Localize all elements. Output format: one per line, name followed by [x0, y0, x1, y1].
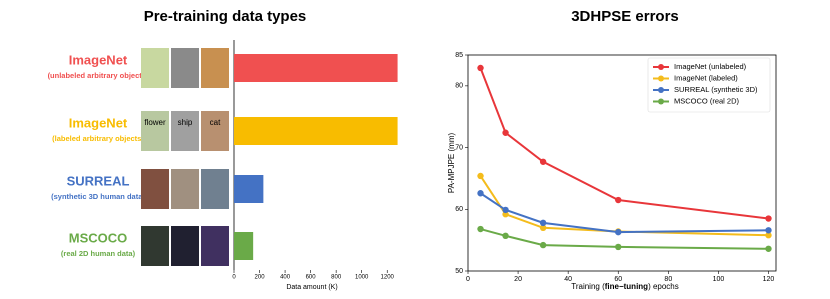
x-tick-label: 1200: [381, 275, 395, 281]
data-point: [765, 227, 772, 234]
y-tick-label: 60: [455, 206, 463, 213]
data-point: [539, 219, 547, 227]
thumbnail: [141, 48, 169, 88]
legend-box: [647, 57, 771, 113]
chart-title: Pre-training data types: [144, 8, 307, 25]
legend-label: SURREAL (synthetic 3D): [674, 85, 758, 94]
x-tick-label: 120: [763, 276, 775, 283]
data-point: [615, 196, 622, 204]
x-axis-label: Data amount (K): [286, 284, 337, 291]
x-tick-label: 60: [614, 276, 622, 283]
bar: [234, 175, 264, 203]
legend-label: ImageNet (labeled): [674, 73, 738, 82]
legend-marker: [658, 87, 664, 93]
legend-marker: [658, 75, 664, 82]
legend-label: MSCOCO (real 2D): [674, 96, 740, 105]
data-point: [477, 172, 484, 180]
y-tick-label: 80: [455, 83, 463, 90]
legend-marker: [658, 64, 664, 70]
x-axis-label: Training (fine−tuning) epochs: [571, 282, 679, 291]
y-axis-label: PA-MPJPE (mm): [447, 133, 456, 194]
category-label: ImageNet: [69, 115, 128, 130]
thumbnail: [201, 111, 229, 151]
data-point: [539, 241, 547, 249]
thumbnail: [141, 226, 169, 266]
x-tick-label: 40: [564, 276, 572, 283]
thumbnail: [171, 48, 199, 88]
x-axis-label-part: fine−tuning: [605, 282, 648, 291]
data-point: [765, 232, 772, 239]
data-point: [615, 228, 622, 236]
x-axis-label-part: Training (: [571, 282, 605, 291]
category-label: SURREAL: [67, 173, 130, 188]
x-tick-label: 80: [664, 276, 672, 283]
thumbnail-label: cat: [210, 118, 221, 127]
data-point: [615, 243, 622, 251]
data-point: [477, 225, 484, 233]
data-point: [477, 64, 484, 72]
thumbnail: [201, 169, 229, 209]
thumbnail: [171, 111, 199, 151]
bar: [234, 117, 398, 145]
x-tick-label: 200: [255, 275, 266, 281]
x-tick-label: 0: [466, 276, 470, 283]
x-axis-label-part: ) epochs: [648, 282, 679, 291]
x-tick-label: 400: [280, 275, 291, 281]
data-point: [502, 206, 509, 214]
legend-label: ImageNet (unlabeled): [674, 62, 747, 71]
bar: [234, 232, 254, 260]
thumbnail: [201, 48, 229, 88]
thumbnail-label: flower: [144, 118, 166, 127]
legend-marker: [658, 98, 664, 105]
thumbnail: [171, 226, 199, 266]
x-tick-label: 20: [514, 276, 522, 283]
data-point: [765, 245, 772, 252]
thumbnail: [201, 226, 229, 266]
data-point: [502, 129, 509, 136]
y-tick-label: 70: [455, 144, 463, 151]
data-point: [765, 215, 772, 222]
thumbnail: [141, 169, 169, 209]
category-subtitle: (labeled arbitrary objects): [52, 134, 144, 143]
data-point: [502, 232, 509, 240]
category-label: ImageNet: [69, 52, 128, 67]
y-tick-label: 50: [455, 268, 463, 275]
category-subtitle: (unlabeled arbitrary objects): [48, 71, 149, 80]
thumbnail: [141, 111, 169, 151]
x-tick-label: 800: [331, 275, 342, 281]
x-tick-label: 1000: [355, 275, 369, 281]
data-point: [539, 224, 547, 231]
category-subtitle: (real 2D human data): [61, 249, 136, 258]
x-tick-label: 600: [306, 275, 317, 281]
category-label: MSCOCO: [69, 230, 128, 245]
y-tick-label: 85: [455, 52, 463, 59]
thumbnail: [171, 169, 199, 209]
data-point: [477, 190, 484, 197]
category-subtitle: (synthetic 3D human data): [51, 192, 145, 201]
series-line: [479, 175, 769, 237]
plot-frame: [467, 54, 777, 272]
x-tick-label: 100: [713, 276, 725, 283]
data-point: [539, 158, 547, 165]
chart-title: 3DHPSE errors: [571, 8, 679, 25]
thumbnail-label: ship: [178, 118, 193, 127]
bar: [234, 54, 398, 82]
x-tick-label: 0: [232, 275, 236, 281]
